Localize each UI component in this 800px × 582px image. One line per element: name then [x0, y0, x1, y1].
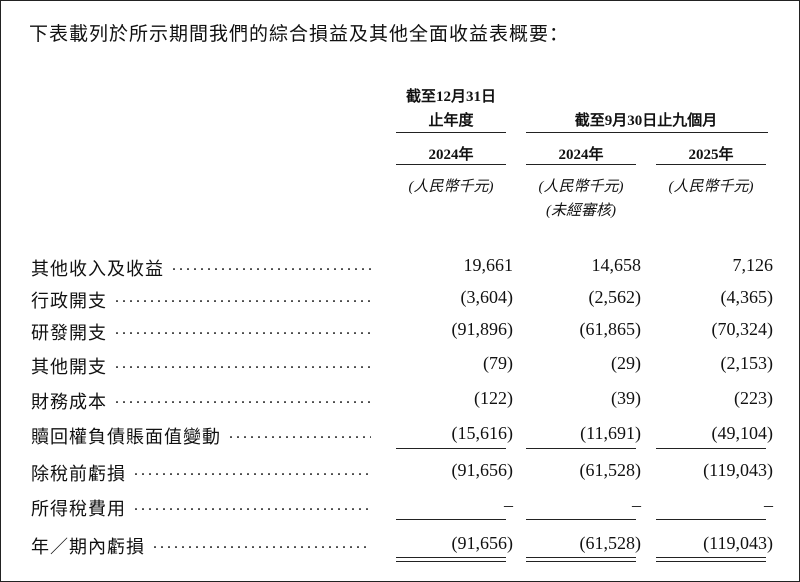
- cell-value: (61,865): [579, 319, 642, 339]
- year-header: 2024年: [428, 147, 474, 163]
- rule: [396, 164, 506, 165]
- leader: ........................................…: [115, 321, 371, 338]
- cell-value: (49,104): [711, 423, 774, 443]
- cell-value: –: [632, 495, 641, 515]
- cell-value: (15,616): [451, 423, 514, 443]
- rule: [396, 561, 506, 562]
- cell-value: (91,656): [451, 533, 514, 553]
- leader: ........................................…: [153, 535, 371, 552]
- rule: [526, 164, 636, 165]
- unit-label: (人民幣千元): [668, 179, 754, 195]
- cell-value: (39): [611, 388, 641, 408]
- row-label: 其他開支: [31, 357, 107, 377]
- row-label: 年／期內虧損: [31, 537, 145, 557]
- row-label: 研發開支: [31, 323, 107, 343]
- cell-value: (11,691): [580, 423, 641, 443]
- row-label: 贖回權負債賬面值變動: [31, 427, 221, 447]
- cell-value: (91,656): [451, 460, 514, 480]
- rule: [396, 557, 506, 558]
- cell-value: (2,153): [720, 353, 774, 373]
- unit-label: (人民幣千元): [538, 179, 624, 195]
- rule: [396, 519, 506, 520]
- cell-value: (79): [483, 353, 513, 373]
- cell-value: (29): [611, 353, 641, 373]
- rule: [526, 561, 636, 562]
- rule: [656, 561, 766, 562]
- rule: [656, 448, 766, 449]
- year-header: 2024年: [558, 147, 604, 163]
- audit-note: (未經審核): [546, 203, 616, 219]
- leader: ........................................…: [134, 497, 371, 514]
- cell-value: 14,658: [591, 255, 642, 275]
- cell-value: (61,528): [579, 460, 642, 480]
- cell-value: –: [764, 495, 773, 515]
- row-label: 財務成本: [31, 392, 107, 412]
- rule: [526, 132, 768, 133]
- cell-value: (70,324): [711, 319, 774, 339]
- rule: [656, 519, 766, 520]
- cell-value: (4,365): [720, 287, 774, 307]
- header-group1: 截至12月31日: [405, 89, 496, 105]
- cell-value: (91,896): [451, 319, 514, 339]
- unit-label: (人民幣千元): [408, 179, 494, 195]
- cell-value: (223): [734, 388, 773, 408]
- intro: 下表載列於所示期間我們的綜合損益及其他全面收益表概要：: [29, 24, 570, 45]
- leader: ........................................…: [229, 425, 371, 442]
- rule: [526, 448, 636, 449]
- rule: [396, 448, 506, 449]
- row-label: 其他收入及收益: [31, 259, 164, 279]
- cell-value: (61,528): [579, 533, 642, 553]
- leader: ........................................…: [134, 462, 371, 479]
- year-header: 2025年: [688, 147, 734, 163]
- header-group1: 止年度: [428, 113, 474, 129]
- cell-value: –: [504, 495, 513, 515]
- cell-value: (122): [474, 388, 513, 408]
- cell-value: (2,562): [588, 287, 642, 307]
- leader: ........................................…: [115, 289, 371, 306]
- leader: ........................................…: [115, 390, 371, 407]
- header-group2: 截至9月30日止九個月: [574, 113, 718, 129]
- cell-value: 19,661: [463, 255, 514, 275]
- rule: [526, 557, 636, 558]
- cell-value: (119,043): [703, 460, 773, 480]
- row-label: 行政開支: [31, 291, 107, 311]
- row-label: 所得稅費用: [31, 499, 126, 519]
- leader: ........................................…: [172, 257, 371, 274]
- rule: [396, 132, 506, 133]
- rule: [656, 557, 766, 558]
- cell-value: (3,604): [460, 287, 514, 307]
- cell-value: (119,043): [703, 533, 773, 553]
- rule: [656, 164, 766, 165]
- rule: [526, 519, 636, 520]
- leader: ........................................…: [115, 355, 371, 372]
- row-label: 除稅前虧損: [31, 464, 126, 484]
- cell-value: 7,126: [732, 255, 774, 275]
